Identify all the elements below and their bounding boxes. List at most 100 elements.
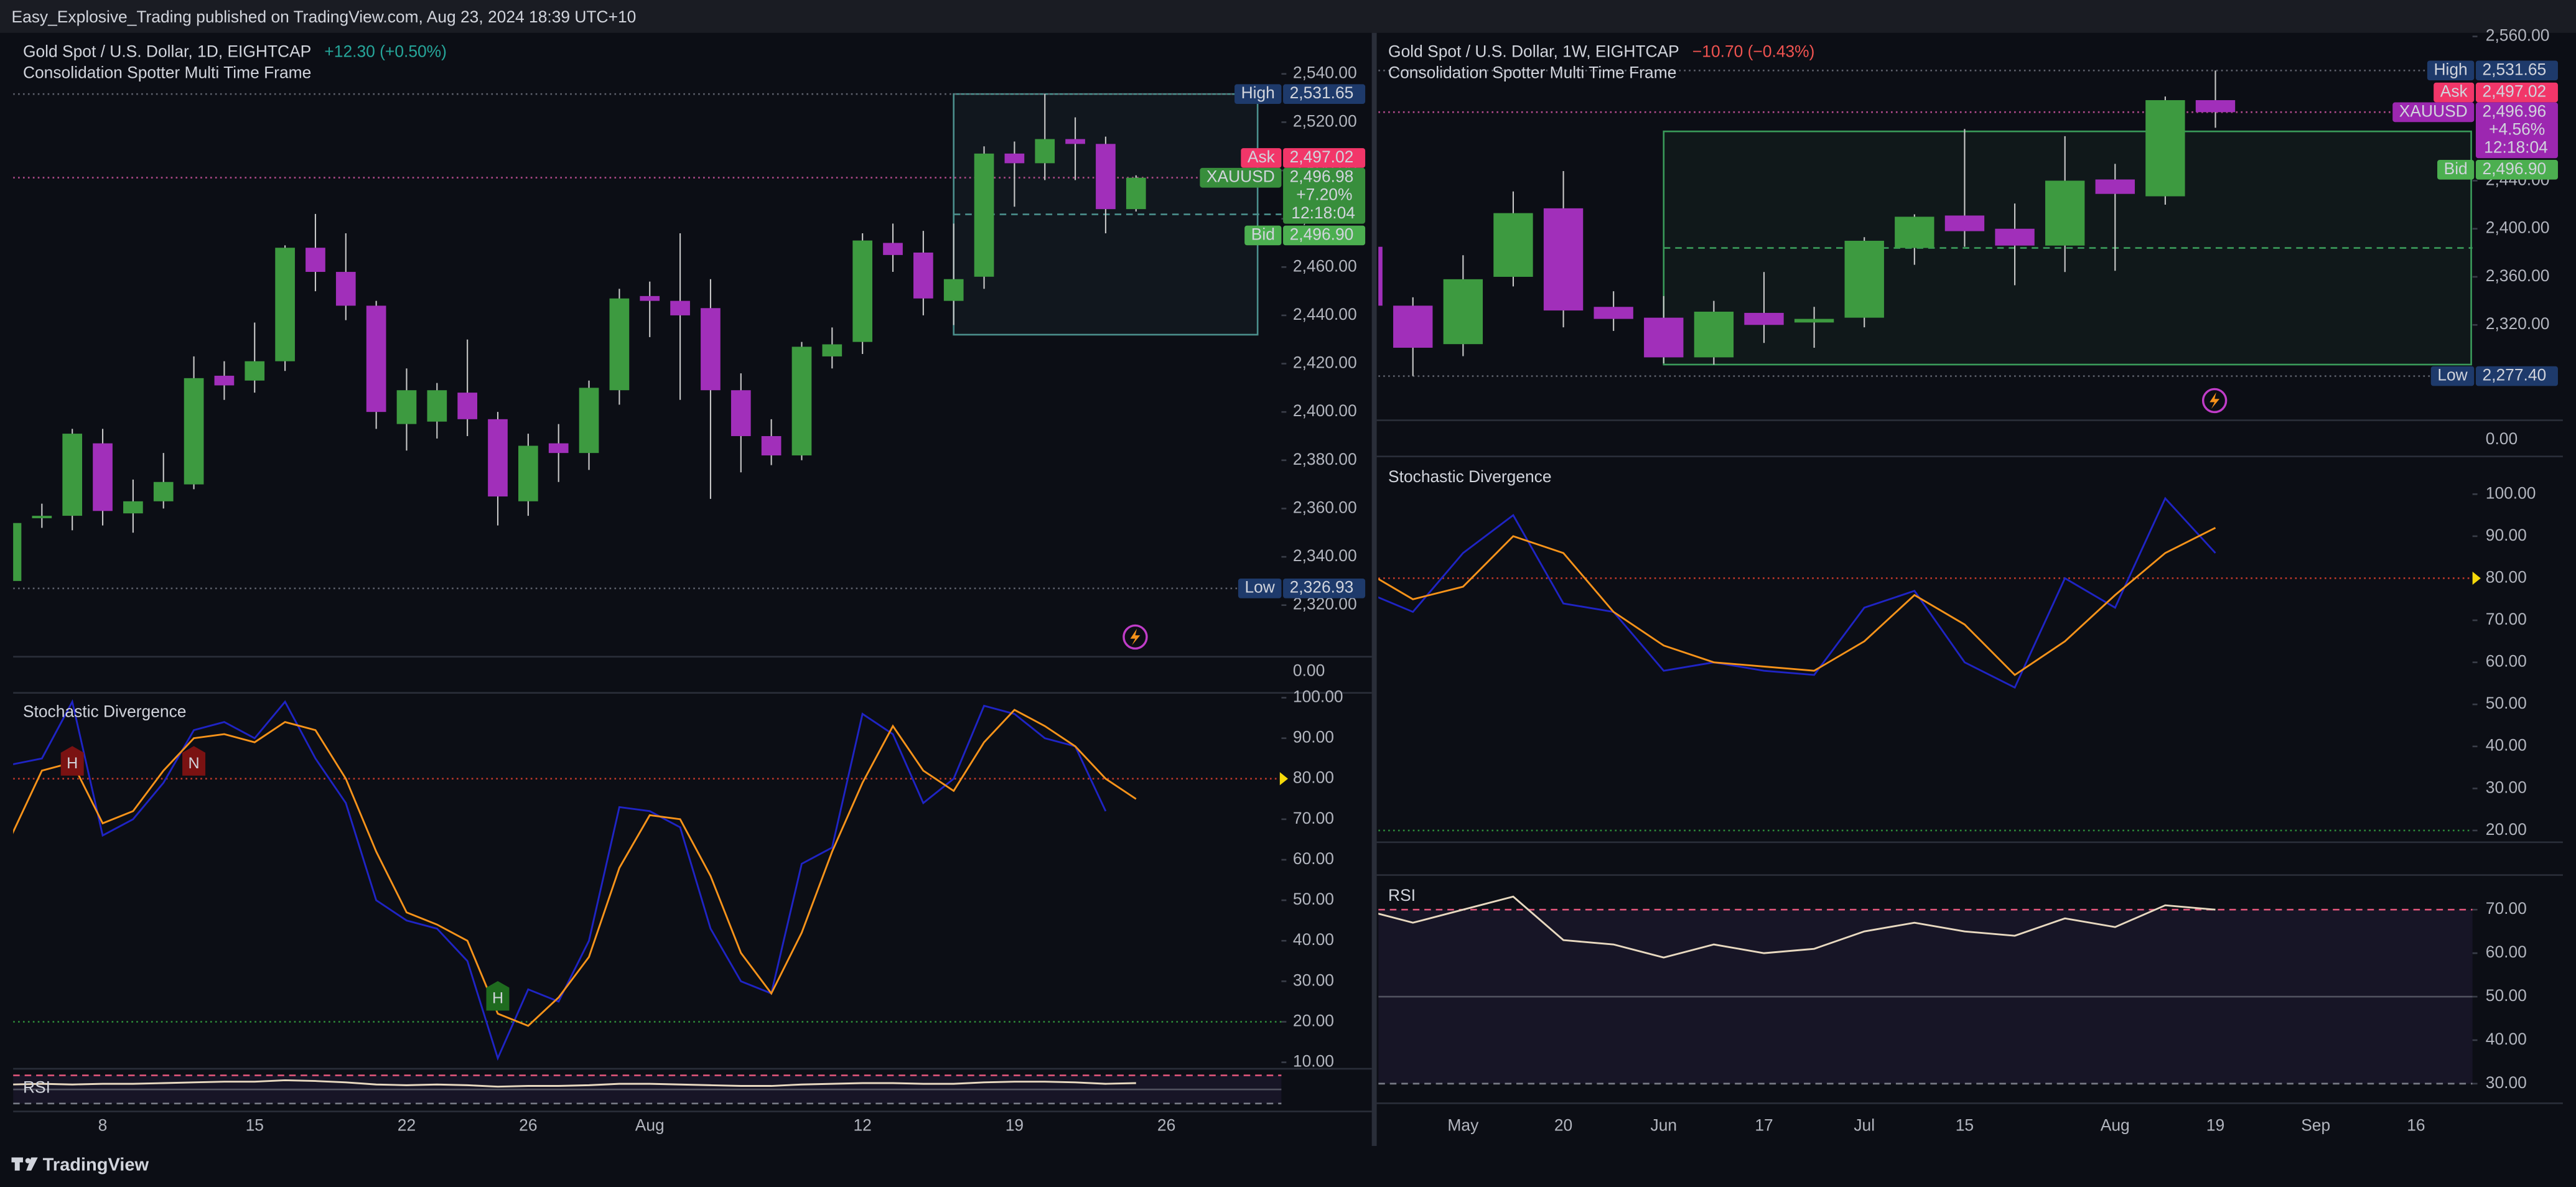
price-label-name: Ask: [1248, 147, 1276, 166]
price-label-tag: [1241, 148, 1282, 168]
candle-body: [427, 390, 447, 422]
tradingview-logo: [11, 1157, 38, 1171]
candle-body: [1694, 311, 1734, 358]
price-label-value: 2,277.40: [2483, 366, 2547, 384]
price-label-box: [2475, 102, 2558, 159]
volume-tick-label: 0.00: [1293, 661, 1325, 679]
x-tick-label: 16: [2407, 1115, 2425, 1134]
price-label-value: 2,496.90: [1290, 225, 1354, 243]
candle-body: [1065, 139, 1085, 144]
price-label-box: [1283, 148, 1366, 168]
left-panel: H N H: [13, 93, 1282, 1105]
candle-body: [518, 445, 538, 501]
price-label-tag: [2430, 366, 2475, 386]
y-tick-label: 60.00: [1293, 849, 1334, 868]
x-tick-label: 8: [98, 1115, 108, 1134]
candle-body: [609, 298, 630, 391]
candle-body: [306, 248, 325, 272]
x-tick-label: 22: [398, 1115, 416, 1134]
price-label-box: [1283, 225, 1366, 246]
candle-body: [1035, 139, 1055, 164]
price-label-box: [2475, 160, 2558, 180]
price-label-name: High: [1241, 83, 1275, 102]
chart-title: Gold Spot / U.S. Dollar, 1D, EIGHTCAP: [23, 42, 311, 60]
candle-body: [1844, 241, 1884, 318]
candle-body: [730, 390, 751, 436]
y-tick-label: 2,400.00: [2486, 218, 2550, 237]
candle-body: [791, 347, 812, 456]
candle-body: [883, 243, 903, 255]
y-tick-label: 2,400.00: [1293, 401, 1357, 420]
indicator-title: RSI: [1388, 886, 1416, 905]
price-label-name: XAUUSD: [2399, 101, 2468, 120]
right-panel: [1378, 70, 2473, 1085]
candle-body: [366, 305, 386, 412]
candle-body: [1378, 246, 1383, 306]
price-label-tag: [1244, 225, 1282, 246]
y-tick-label: 50.00: [2486, 694, 2527, 712]
x-tick-label: Sep: [2301, 1115, 2330, 1134]
indicator-line: [1378, 895, 2216, 959]
price-change: +12.30 (+0.50%): [324, 42, 447, 60]
y-tick-label: 50.00: [2486, 986, 2527, 1005]
x-tick-label: 17: [1755, 1115, 1773, 1134]
candle-body: [1744, 312, 1784, 325]
y-tick-label: 90.00: [2486, 526, 2527, 544]
x-tick-label: 15: [1956, 1115, 1974, 1134]
publish-info: Easy_Explosive_Trading published on Trad…: [11, 7, 636, 26]
indicator-line: [1378, 527, 2216, 676]
x-tick-label: 19: [1006, 1115, 1024, 1134]
price-label-box: [1283, 167, 1366, 224]
volume-tick-label: 0.00: [2486, 429, 2518, 448]
price-label-box: [2475, 366, 2558, 386]
indicator-name: Consolidation Spotter Multi Time Frame: [23, 63, 311, 82]
x-tick-label: Aug: [635, 1115, 665, 1134]
candle-body: [62, 434, 83, 516]
candle-body: [852, 240, 873, 342]
candle-body: [2095, 179, 2135, 194]
price-label-name: Low: [1244, 578, 1275, 597]
y-tick-label: 10.00: [1293, 1052, 1334, 1071]
price-label-tag: [2392, 102, 2475, 123]
y-tick-label: 2,340.00: [1293, 546, 1357, 565]
signal-label: H: [492, 990, 503, 1007]
candle-body: [1944, 215, 1985, 231]
price-label-tag: [1200, 167, 1282, 188]
y-tick-label: 60.00: [2486, 943, 2527, 961]
candle-body: [761, 435, 782, 456]
price-label-name: Bid: [2444, 159, 2468, 178]
y-tick-label: 100.00: [1293, 687, 1343, 705]
y-tick-label: 30.00: [1293, 971, 1334, 989]
candle-body: [2195, 100, 2236, 113]
y-tick-label: 2,360.00: [2486, 266, 2550, 285]
x-tick-label: 20: [1554, 1115, 1572, 1134]
candle-body: [579, 388, 599, 454]
indicator-title: RSI: [23, 1078, 50, 1097]
candle-body: [1895, 216, 1934, 248]
candle-body: [943, 279, 964, 301]
y-tick-label: 2,520.00: [1293, 111, 1357, 130]
y-tick-label: 40.00: [2486, 1030, 2527, 1048]
price-label-name: XAUUSD: [1206, 167, 1275, 186]
top-bar: [0, 0, 2576, 33]
price-label-name: Low: [2437, 366, 2468, 384]
y-tick-label: 2,440.00: [1293, 305, 1357, 324]
candle-body: [1644, 317, 1684, 358]
price-label-change: +4.56%: [2489, 119, 2545, 138]
price-label-tag: [2434, 82, 2475, 103]
price-label-name: Ask: [2440, 82, 2468, 101]
candle-body: [913, 252, 933, 299]
candle-body: [32, 516, 52, 519]
candle-body: [245, 361, 265, 381]
y-tick-label: 70.00: [1293, 809, 1334, 827]
y-tick-label: 100.00: [2486, 483, 2536, 502]
panel-divider: [1371, 32, 1377, 1147]
price-label-box: [2475, 82, 2558, 103]
candle-body: [457, 393, 478, 419]
candle-body: [488, 419, 508, 497]
y-tick-label: 2,460.00: [1293, 256, 1357, 275]
candle-body: [822, 344, 842, 356]
candle-body: [1126, 177, 1146, 210]
candle-body: [184, 378, 204, 485]
candle-body: [93, 443, 113, 511]
